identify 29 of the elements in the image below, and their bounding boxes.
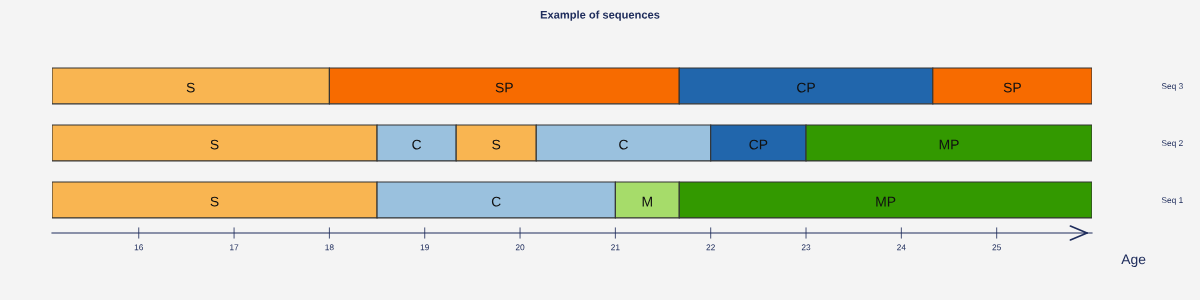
x-tick-label: 24: [897, 244, 906, 251]
data-label: MP: [939, 139, 959, 150]
data-label: CP: [749, 139, 768, 150]
x-tick-label: 18: [325, 244, 334, 251]
x-tick-label: 20: [515, 244, 525, 251]
chart-title: Example of sequences: [540, 10, 660, 21]
y-tick-label: Seq 3: [1161, 83, 1183, 91]
x-tick-label: 19: [420, 244, 429, 251]
data-label: C: [619, 139, 628, 150]
data-label: S: [210, 196, 219, 207]
x-tick-label: 22: [706, 244, 715, 251]
data-label: C: [412, 139, 422, 150]
data-label: S: [210, 139, 219, 150]
x-axis-title: Age: [1121, 254, 1146, 267]
x-tick-label: 21: [611, 244, 620, 251]
data-label: S: [186, 82, 195, 93]
data-label: MP: [876, 196, 896, 207]
y-tick-label: Seq 2: [1161, 140, 1183, 148]
data-label: CP: [797, 82, 815, 93]
data-label: C: [491, 196, 501, 207]
y-tick-label: Seq 1: [1161, 197, 1183, 205]
x-tick-label: 23: [801, 244, 811, 251]
x-tick-label: 17: [230, 244, 239, 251]
x-tick-label: 25: [992, 244, 1001, 251]
data-label: S: [492, 139, 501, 150]
data-label: M: [642, 196, 652, 207]
x-tick-label: 16: [134, 244, 144, 251]
data-label: SP: [495, 82, 513, 93]
data-label: SP: [1003, 82, 1021, 93]
